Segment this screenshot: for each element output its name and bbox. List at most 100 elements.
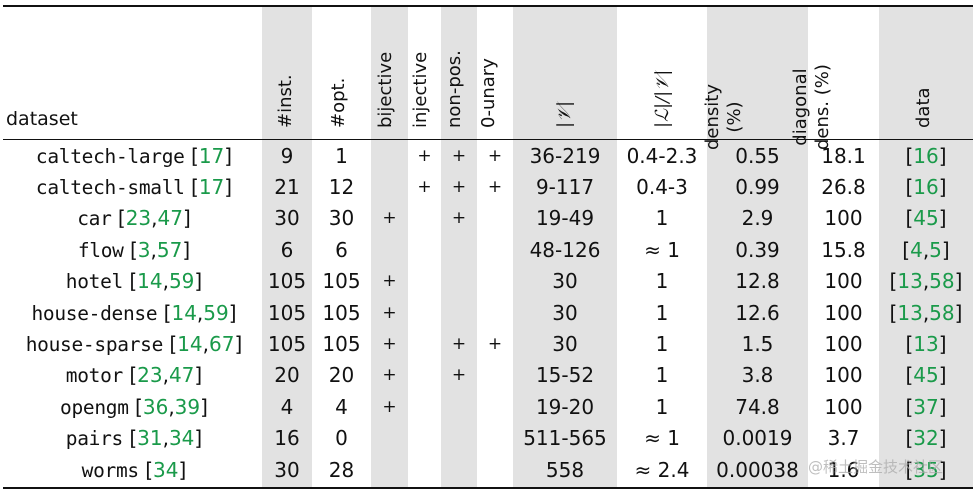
data-citation-link[interactable]: 5 bbox=[929, 237, 942, 262]
data-open: [ bbox=[905, 143, 914, 168]
cell-inst: 30 bbox=[274, 457, 300, 482]
cell-data: [4,5] bbox=[879, 234, 973, 265]
cell-injective: + bbox=[417, 145, 432, 166]
citation-open: [ bbox=[122, 363, 138, 388]
citation-link[interactable]: 31 bbox=[137, 426, 163, 451]
cell-bijective: + bbox=[382, 334, 397, 355]
cell-unary bbox=[477, 454, 513, 485]
data-citation-link[interactable]: 58 bbox=[929, 269, 955, 294]
data-citation-link[interactable]: 32 bbox=[913, 426, 939, 451]
citation-link[interactable]: 34 bbox=[168, 426, 195, 451]
data-open: [ bbox=[905, 457, 914, 482]
cell-opt: 30 bbox=[328, 206, 355, 231]
cell-diag: 100 bbox=[824, 363, 863, 388]
data-citation-link[interactable]: 45 bbox=[913, 206, 939, 231]
cell-V: 9-117 bbox=[535, 175, 595, 200]
citation-sep: , bbox=[922, 237, 930, 262]
citation-close: ] bbox=[182, 237, 191, 262]
citation-link[interactable]: 34 bbox=[153, 457, 179, 482]
citation-link[interactable]: 14 bbox=[171, 300, 197, 325]
cell-bijective bbox=[371, 140, 408, 171]
cell-opt: 12 bbox=[328, 175, 355, 200]
cell-V: 15-52 bbox=[535, 363, 595, 388]
table-row: pairs [31,34] 16 0 511-565 ≈ 1 0.0019 3.7 [32] bbox=[3, 423, 973, 454]
citation-link[interactable]: 67 bbox=[209, 332, 235, 357]
cell-diag: 100 bbox=[824, 300, 863, 325]
cell-diag: 100 bbox=[824, 332, 863, 357]
citation-link[interactable]: 14 bbox=[177, 332, 203, 357]
cell-LV: 1 bbox=[655, 300, 669, 325]
cell-diag: 100 bbox=[824, 394, 863, 419]
cell-data: [13] bbox=[879, 328, 973, 359]
data-citation-link[interactable]: 45 bbox=[913, 363, 939, 388]
cell-opt: 105 bbox=[322, 332, 361, 357]
cell-unary: + bbox=[487, 145, 503, 166]
dataset-cell: flow [3,57] bbox=[3, 234, 262, 265]
dataset-name: pairs bbox=[65, 427, 124, 451]
cell-diag: 100 bbox=[824, 269, 863, 294]
citation-link[interactable]: 47 bbox=[157, 206, 183, 231]
cell-bijective: + bbox=[382, 365, 397, 386]
citation-link[interactable]: 17 bbox=[198, 143, 225, 168]
citation-link[interactable]: 23 bbox=[137, 363, 163, 388]
citation-link[interactable]: 3 bbox=[137, 237, 151, 262]
dataset-cell: house-sparse [14,67] bbox=[3, 328, 262, 359]
header-dataset: dataset bbox=[6, 108, 78, 130]
cell-injective bbox=[408, 391, 441, 422]
data-citation-link[interactable]: 4 bbox=[910, 237, 923, 262]
citation-open: [ bbox=[184, 143, 199, 168]
cell-V: 19-20 bbox=[535, 394, 595, 419]
table-row: caltech-small [17] 21 12 + + +9-117 0.4-3 0.99 2… bbox=[3, 171, 973, 202]
cell-inst: 30 bbox=[274, 206, 300, 231]
citation-link[interactable]: 17 bbox=[198, 175, 225, 200]
citation-link[interactable]: 23 bbox=[125, 206, 152, 231]
table-row: opengm [36,39] 4 4 +19-20 1 74.8 100 [37] bbox=[3, 391, 973, 422]
data-open: [ bbox=[905, 394, 914, 419]
citation-link[interactable]: 39 bbox=[174, 394, 201, 419]
data-citation-link[interactable]: 16 bbox=[913, 143, 939, 168]
citation-sep: , bbox=[168, 394, 175, 419]
citation-link[interactable]: 57 bbox=[156, 237, 183, 262]
cell-data: [37] bbox=[879, 391, 973, 422]
cell-density: 1.5 bbox=[741, 332, 774, 357]
cell-density: 0.39 bbox=[735, 237, 780, 262]
cell-nonpos: + bbox=[451, 208, 467, 229]
citation-link[interactable]: 59 bbox=[168, 269, 195, 294]
cell-injective bbox=[408, 203, 441, 234]
citation-open: [ bbox=[163, 332, 178, 357]
citation-sep: , bbox=[150, 237, 157, 262]
cell-injective bbox=[408, 360, 441, 391]
citation-sep: , bbox=[922, 269, 930, 294]
data-open: [ bbox=[905, 175, 914, 200]
citation-link[interactable]: 36 bbox=[142, 394, 169, 419]
data-citation-link[interactable]: 58 bbox=[929, 300, 955, 325]
dataset-cell: car [23,47] bbox=[3, 203, 262, 234]
data-citation-link[interactable]: 13 bbox=[913, 332, 939, 357]
citation-link[interactable]: 47 bbox=[168, 363, 195, 388]
citation-link[interactable]: 59 bbox=[203, 300, 229, 325]
cell-bijective: + bbox=[382, 208, 397, 229]
citation-link[interactable]: 14 bbox=[137, 269, 163, 294]
data-close: ] bbox=[938, 394, 947, 419]
data-citation-link[interactable]: 35 bbox=[913, 457, 939, 482]
cell-diag: 18.1 bbox=[821, 143, 866, 168]
citation-open: [ bbox=[111, 206, 126, 231]
citation-sep: , bbox=[162, 269, 169, 294]
dataset-table: caltech-large [17] 9 1 + + +36-219 0.4-2.3 0.55… bbox=[3, 140, 973, 485]
table-row: house-dense [14,59] 105 105 +30 1 12.6 100 [13,… bbox=[3, 297, 973, 328]
shade-col-data bbox=[879, 7, 973, 487]
cell-LV: 1 bbox=[655, 363, 669, 388]
data-citation-link[interactable]: 16 bbox=[913, 175, 939, 200]
table-row: caltech-large [17] 9 1 + + +36-219 0.4-2.3 0.55… bbox=[3, 140, 973, 171]
data-citation-link[interactable]: 13 bbox=[897, 300, 923, 325]
data-close: ] bbox=[938, 363, 947, 388]
cell-nonpos bbox=[441, 391, 477, 422]
data-citation-link[interactable]: 37 bbox=[913, 394, 939, 419]
shade-col-nonpos bbox=[441, 7, 477, 487]
cell-injective bbox=[408, 297, 441, 328]
dataset-name: house-sparse bbox=[25, 333, 164, 357]
cell-unary bbox=[477, 234, 513, 265]
dataset-cell: opengm [36,39] bbox=[3, 391, 262, 422]
data-citation-link[interactable]: 13 bbox=[897, 269, 923, 294]
header-unary: 0-unary bbox=[478, 58, 499, 128]
